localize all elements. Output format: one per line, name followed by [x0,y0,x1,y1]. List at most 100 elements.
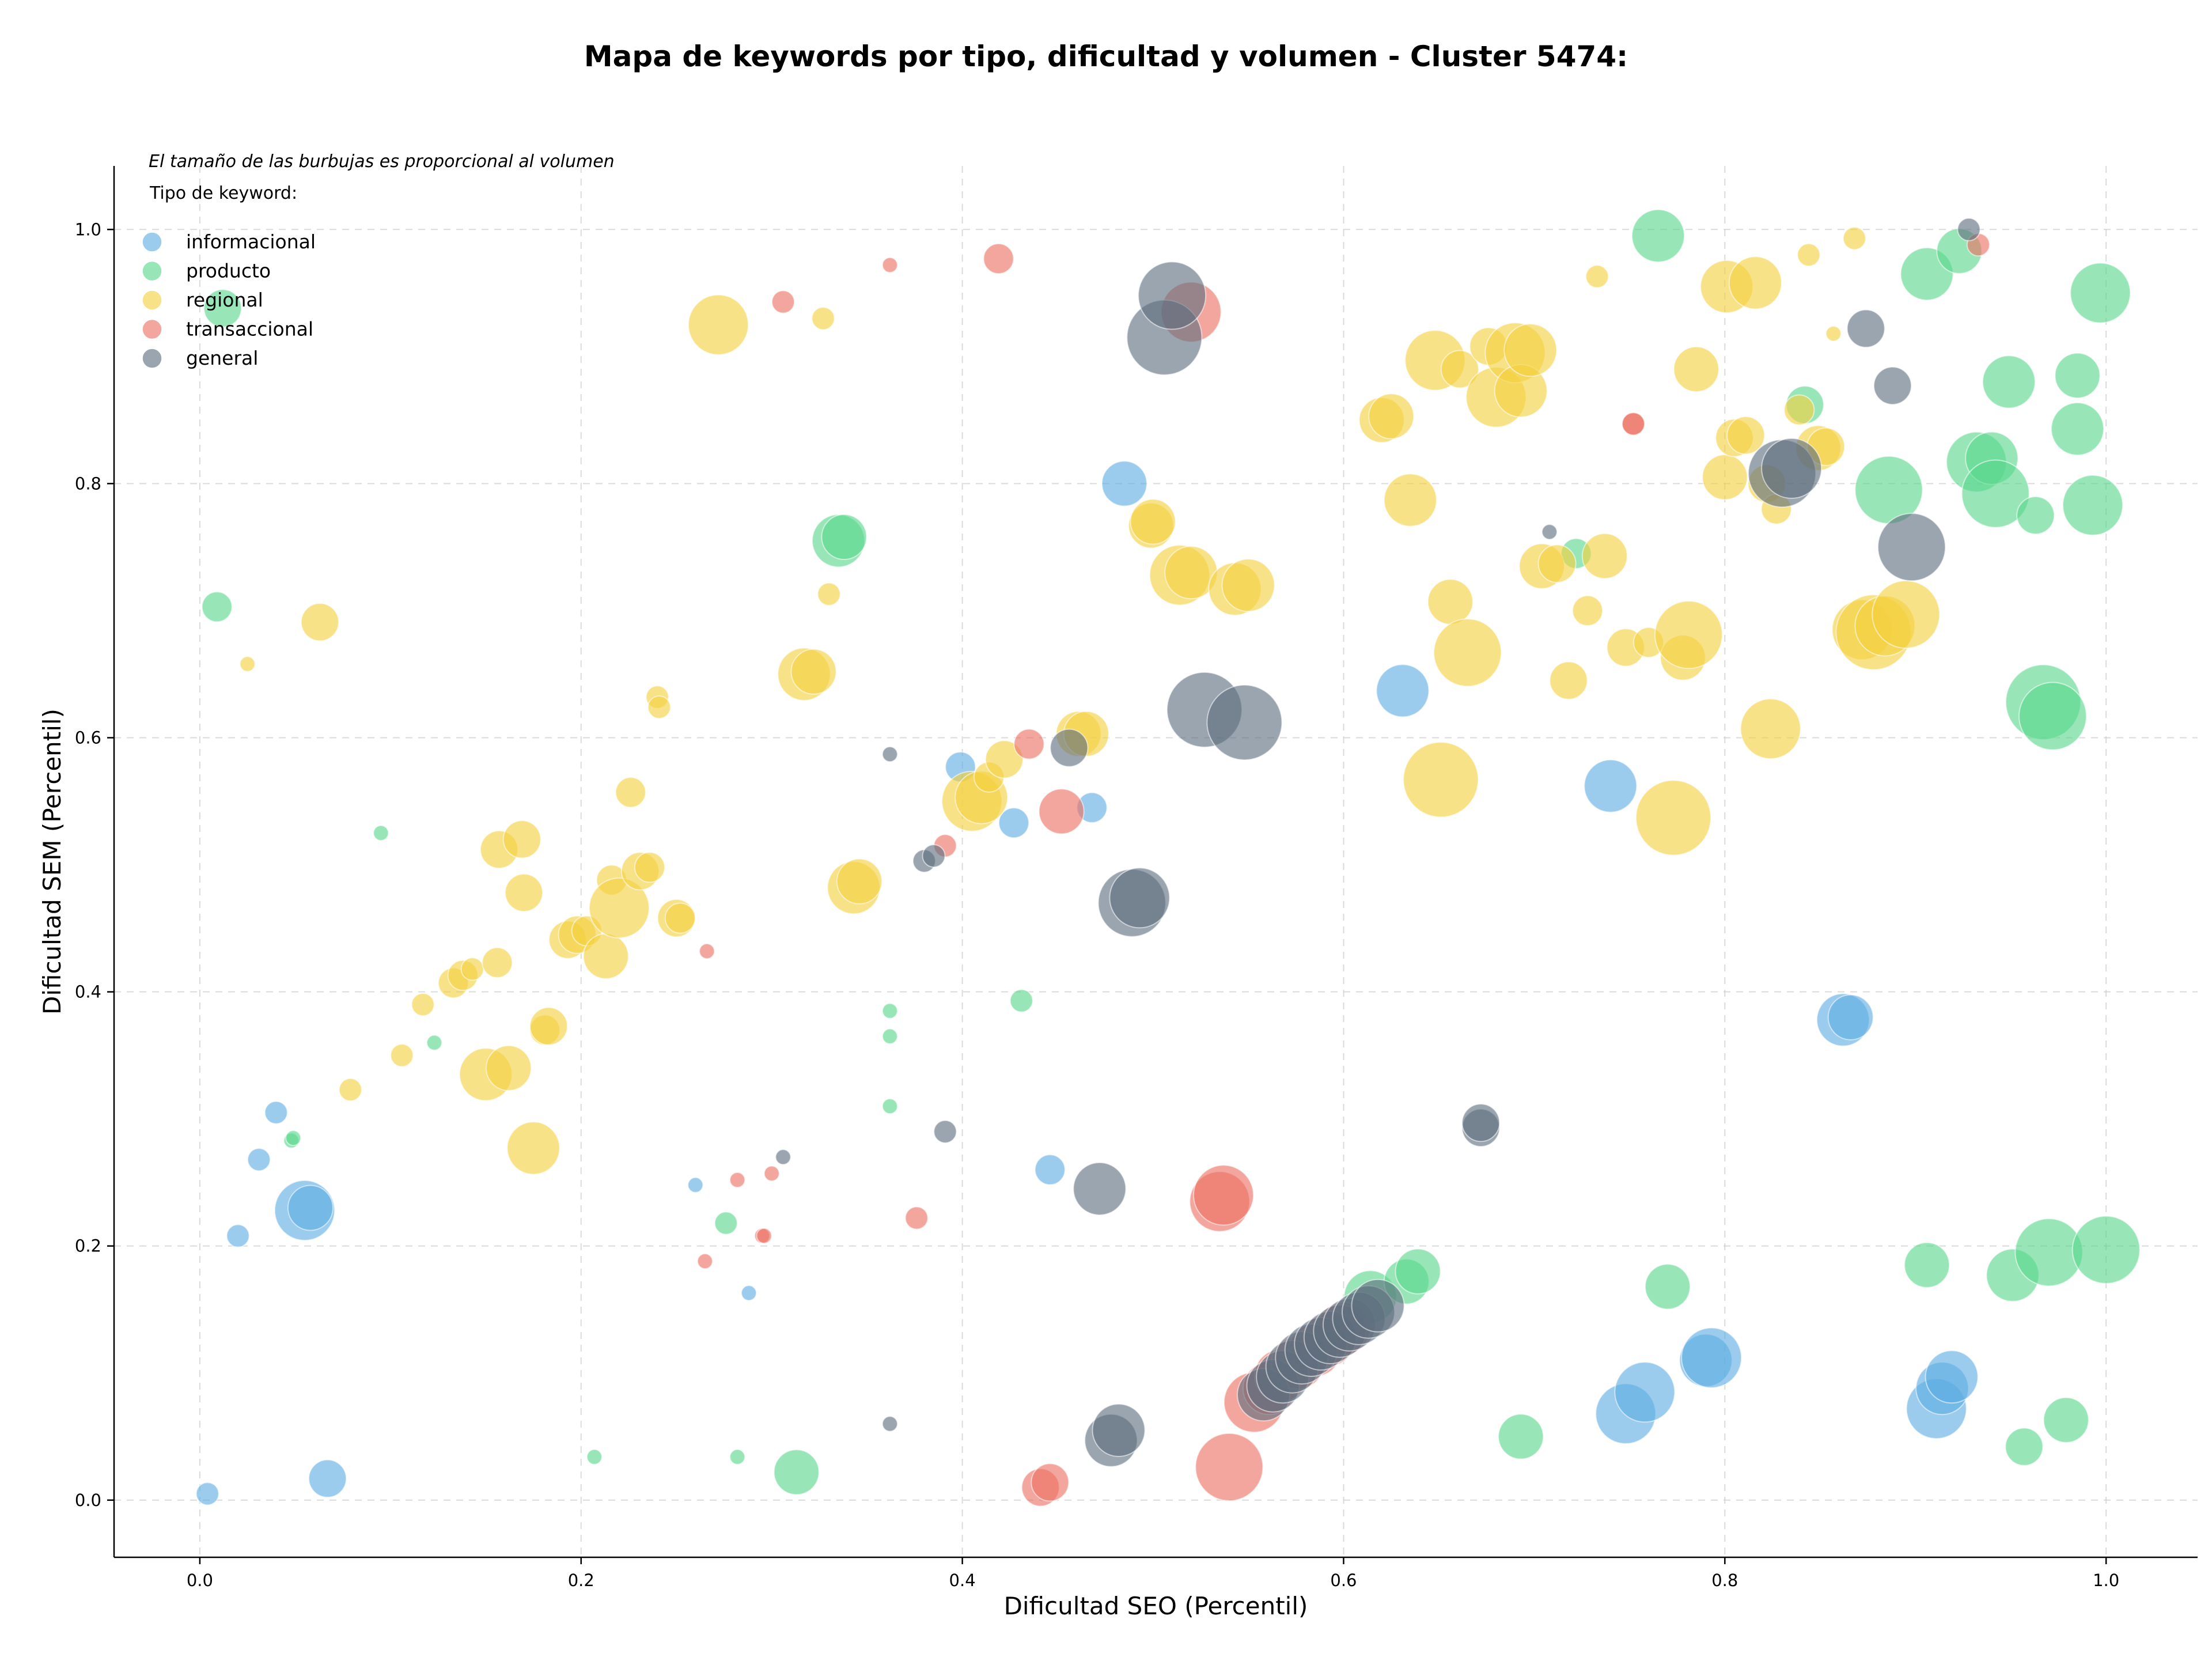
bubble-producto-25 [1904,1242,1950,1288]
bubble-transaccional-13 [1031,1463,1070,1502]
bubble-producto-38 [2043,1397,2089,1443]
bubble-transaccional-11 [1013,728,1045,760]
x-tick-label-1: 1.0 [2093,1571,2119,1590]
y-tick-label-0-8: 0.8 [75,474,101,493]
bubble-transaccional-5 [763,1165,780,1182]
bubble-transaccional-17 [1193,1164,1254,1226]
bubble-general-9 [1092,1403,1146,1457]
bubble-transaccional-7 [881,257,898,273]
bubble-regional-7 [460,957,484,981]
legend-label-general: general [186,347,258,369]
legend-marker-informacional [142,232,162,252]
bubble-informacional-7 [687,1176,704,1193]
bubble-general-4 [922,844,946,868]
bubble-general-15 [1206,684,1283,760]
x-tick-label-0-4: 0.4 [949,1571,976,1590]
bubble-regional-56 [1433,618,1502,687]
bubble-general-33 [1761,437,1823,499]
bubble-regional-34 [817,582,841,606]
bubble-general-5 [933,1119,957,1144]
bubble-producto-12 [881,1098,898,1115]
bubble-producto-43 [2071,1215,2141,1284]
bubble-general-31 [1541,524,1558,540]
bubble-informacional-0 [195,1482,219,1506]
bubble-informacional-14 [1376,664,1430,718]
bubble-regional-48 [1221,558,1275,612]
bubble-regional-23 [615,777,646,808]
bubble-transaccional-0 [696,1253,713,1270]
bubble-producto-6 [586,1448,603,1465]
bubble-regional-73 [1673,346,1719,392]
bubbles [195,209,2141,1507]
bubble-regional-40 [984,740,1024,779]
bubble-regional-33 [811,307,835,331]
bubble-regional-70 [1635,780,1711,856]
bubble-regional-72 [1654,600,1723,669]
legend: informacional producto regional transaccion… [142,230,316,369]
bubble-producto-15 [1009,989,1033,1013]
legend-marker-transaccional [142,319,162,340]
y-tick-label-1: 1.0 [75,220,101,239]
bubble-regional-22 [588,877,650,939]
bubble-producto-4 [373,824,389,841]
bubble-informacional-21 [1827,994,1874,1041]
bubble-transaccional-2 [729,1172,746,1188]
bubble-general-11 [1109,867,1171,929]
bubble-regional-63 [1537,544,1577,583]
legend-label-regional: regional [186,289,263,311]
bubble-transaccional-8 [904,1206,929,1230]
y-tick-label-0-6: 0.6 [75,728,101,747]
bubble-regional-36 [836,858,882,905]
y-axis-label: Dificultad SEM (Percentil) [38,709,66,1015]
y-tick-label-0-4: 0.4 [75,982,101,1002]
y-tick-label-0: 0.0 [75,1490,101,1510]
bubble-transaccional-1 [699,943,715,959]
bubble-regional-65 [1572,595,1603,626]
bubble-regional-20 [582,933,629,979]
x-axis-label: Dificultad SEO (Percentil) [1004,1592,1308,1620]
bubble-informacional-17 [1614,1361,1676,1423]
bubble-general-35 [1873,366,1912,405]
bubble-transaccional-6 [771,290,795,314]
bubble-general-30 [1461,1103,1501,1142]
bubble-general-28 [1351,1278,1405,1333]
x-tick-label-0-8: 0.8 [1711,1571,1738,1590]
bubble-regional-82 [1783,394,1815,426]
x-tick-label-0: 0.0 [187,1571,213,1590]
bubble-general-2 [881,746,898,763]
bubble-regional-12 [502,820,541,859]
y-tick-label-0-2: 0.2 [75,1236,101,1256]
bubble-general-13 [1138,261,1207,330]
bubble-regional-53 [1403,741,1479,818]
bubble-producto-9 [773,1449,820,1496]
bubble-regional-74 [1702,454,1748,501]
legend-marker-producto [142,260,162,282]
legend-label-producto: producto [186,260,271,282]
bubble-informacional-2 [226,1224,250,1248]
bubble-producto-19 [1498,1413,1544,1460]
bubble-transaccional-10 [983,243,1014,274]
bubble-informacional-19 [1681,1327,1743,1388]
bubble-regional-77 [1726,416,1766,455]
bubble-regional-32 [790,648,837,695]
bubble-regional-78 [1728,256,1782,310]
bubble-general-1 [881,1416,898,1432]
bubble-producto-5 [426,1034,442,1051]
bubble-transaccional-27 [1622,412,1645,436]
bubble-informacional-8 [741,1285,757,1301]
bubble-informacional-1 [308,1459,347,1498]
bubble-regional-2 [338,1077,362,1102]
bubble-transaccional-18 [1195,1432,1264,1501]
bubble-regional-66 [1585,264,1609,289]
bubble-informacional-24 [1925,1350,1979,1404]
bubble-regional-64 [1549,661,1588,700]
bubble-regional-55 [1440,350,1479,389]
bubble-general-37 [1957,217,1981,241]
bubble-producto-42 [2070,262,2131,324]
bubble-regional-61 [1503,323,1558,377]
bubble-producto-21 [1631,209,1685,263]
bubble-regional-54 [1427,578,1474,625]
bubble-regional-1 [300,603,339,642]
bubble-producto-31 [1982,355,2036,409]
